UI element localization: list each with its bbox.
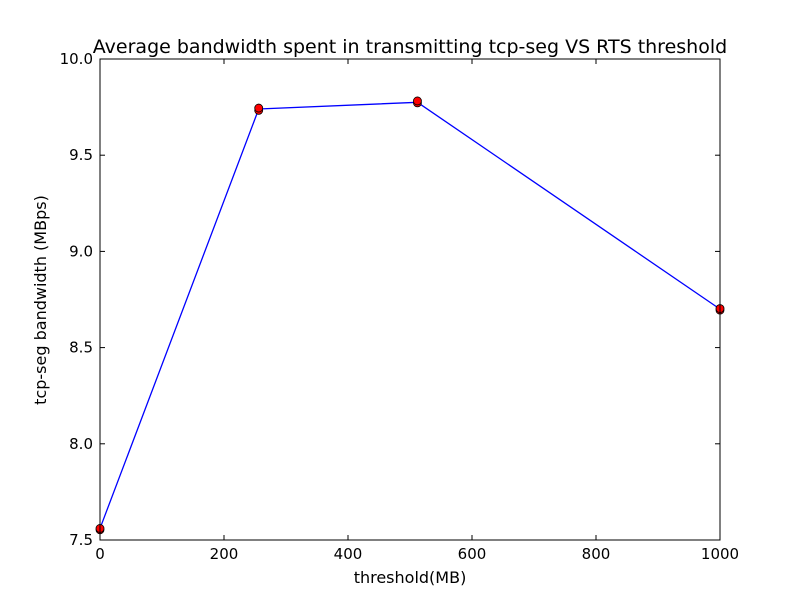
plot-frame [99, 58, 721, 541]
data-point [254, 103, 264, 113]
x-tick-label: 1000 [701, 545, 739, 563]
y-tick-label: 8.5 [69, 339, 93, 357]
y-tick-label: 7.5 [69, 531, 93, 549]
y-tick-label: 9.0 [69, 242, 93, 260]
axes: 0 200 400 600 800 1000 7.5 8.0 8.5 9.0 9.5 10.0 [60, 50, 740, 563]
x-tick-label: 200 [210, 545, 239, 563]
y-axis-label: tcp-seg bandwidth (MBps) [31, 195, 50, 405]
x-tick-label: 400 [334, 545, 363, 563]
x-axis-label: threshold(MB) [354, 568, 467, 587]
x-tick-label: 0 [95, 545, 105, 563]
plot-area [95, 96, 725, 535]
y-tick-label: 8.0 [69, 435, 93, 453]
x-tick-label: 600 [458, 545, 487, 563]
series-line [99, 101, 721, 529]
x-tick-label: 800 [582, 545, 611, 563]
data-point [413, 96, 422, 106]
y-tick-label: 9.5 [69, 146, 93, 164]
y-tick-label: 10.0 [60, 50, 93, 68]
chart-title: Average bandwidth spent in transmitting … [93, 36, 727, 58]
